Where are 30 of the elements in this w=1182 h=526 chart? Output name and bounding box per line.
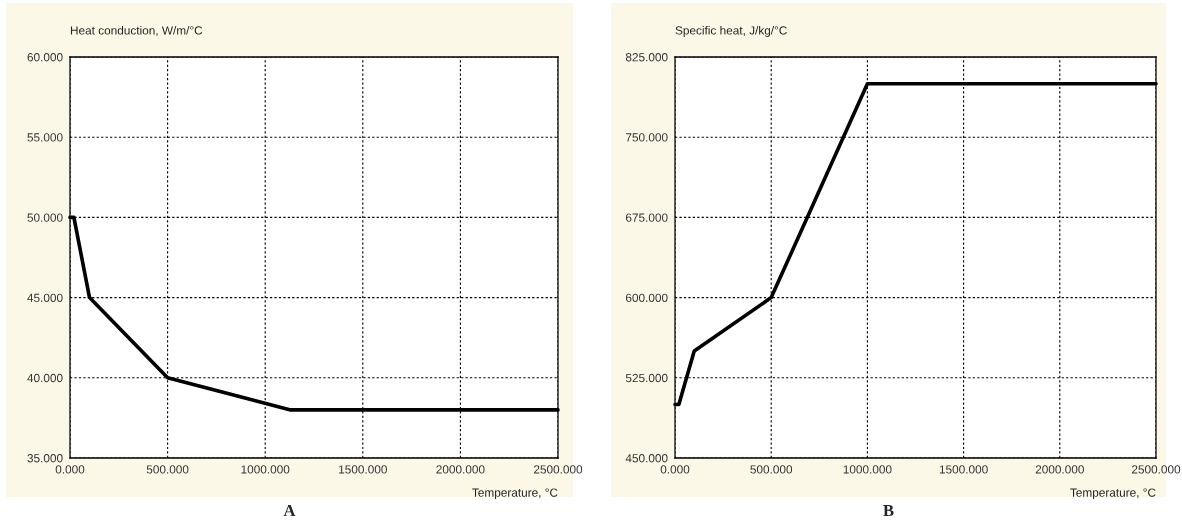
x-tick-label: 0.000 bbox=[55, 465, 85, 474]
y-tick-label: 60.000 bbox=[27, 53, 63, 62]
x-tick-label: 1500.000 bbox=[939, 465, 988, 474]
x-axis-title: Temperature, °C bbox=[472, 488, 558, 500]
y-axis-title: Heat conduction, W/m/°C bbox=[70, 25, 203, 37]
y-tick-label: 35.000 bbox=[27, 454, 63, 463]
x-tick-label: 1000.000 bbox=[241, 465, 290, 474]
x-tick-label: 500.000 bbox=[146, 465, 189, 474]
y-tick-label: 50.000 bbox=[27, 213, 63, 222]
x-tick-label: 2000.000 bbox=[1035, 465, 1084, 474]
x-tick-label: 500.000 bbox=[750, 465, 793, 474]
y-tick-label: 55.000 bbox=[27, 133, 63, 142]
y-tick-label: 525.000 bbox=[625, 373, 668, 383]
y-tick-label: 600.000 bbox=[625, 293, 668, 302]
y-tick-label: 825.000 bbox=[625, 53, 668, 62]
text: A bbox=[283, 505, 296, 517]
x-tick-label: 1000.000 bbox=[843, 465, 892, 474]
x-tick-label: 1500.000 bbox=[339, 465, 387, 474]
y-tick-label: 40.000 bbox=[27, 373, 63, 383]
y-tick-label: 450.000 bbox=[625, 454, 668, 463]
x-tick-label: 2000.000 bbox=[436, 465, 485, 474]
x-tick-label: 0.000 bbox=[660, 465, 690, 474]
y-tick-label: 675.000 bbox=[625, 213, 668, 222]
text: B bbox=[883, 505, 894, 517]
x-tick-label: 2500.000 bbox=[533, 465, 583, 474]
x-tick-label: 2500.000 bbox=[1131, 465, 1181, 474]
y-tick-label: 45.000 bbox=[27, 293, 63, 302]
x-axis-title: Temperature, °C bbox=[1070, 488, 1156, 500]
y-tick-label: 750.000 bbox=[625, 133, 668, 142]
y-axis-title: Specific heat, J/kg/°C bbox=[675, 25, 787, 37]
